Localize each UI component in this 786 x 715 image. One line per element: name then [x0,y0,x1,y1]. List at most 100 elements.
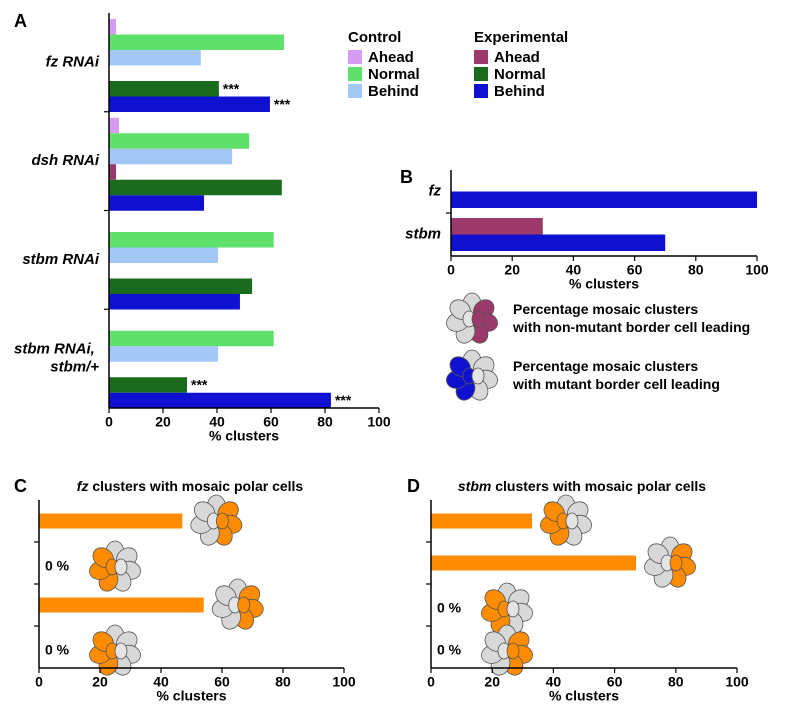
cluster-icon [644,536,696,588]
polar-cell [237,596,251,614]
bar [109,179,282,196]
x-tick-label: 60 [263,414,279,430]
polar-cell [471,367,485,385]
bar [109,164,117,180]
x-tick-label: 0 [427,674,435,690]
x-tick-label: 20 [484,674,500,690]
cluster-icon [481,582,533,634]
x-tick-label: 80 [317,414,333,430]
polar-cell [114,558,128,576]
bar [39,597,204,613]
x-tick-label: 100 [332,674,356,690]
bar [109,50,201,66]
x-tick-label: 40 [546,674,562,690]
bar [431,555,637,571]
chart-title: stbm clusters with mosaic polar cells [458,478,706,494]
polar-cell [669,554,683,572]
x-tick-label: 20 [504,262,520,278]
legend-swatch [474,84,488,98]
category-label: stbm RNAi [22,251,100,268]
polar-cell [565,512,579,530]
bar [109,81,219,97]
bar [451,218,543,235]
x-tick-label: 40 [153,674,169,690]
polar-cell [471,310,485,328]
bar [109,294,240,310]
x-tick-label: 60 [214,674,230,690]
legend-label: Ahead [494,49,540,66]
legend-group: Experimental [474,29,568,46]
bar [109,278,253,294]
x-tick-label: 0 [447,262,455,278]
cluster-icon [89,624,141,676]
x-tick-label: 60 [627,262,643,278]
panel-label: A [14,11,27,31]
bar [109,195,205,211]
bar [109,346,219,362]
chart-title: fz clusters with mosaic polar cells [77,478,304,494]
legend-label: Behind [368,83,419,100]
significance: *** [335,392,352,408]
bar [109,377,188,393]
bar [451,191,757,208]
bar [109,247,219,263]
significance: *** [223,80,240,96]
cluster-icon [190,494,243,546]
legend-label: Percentage mosaic clusters with mutant b… [512,358,720,392]
bar [39,513,183,529]
x-axis-label: % clusters [549,688,619,704]
bar [109,392,331,409]
polar-cell [215,512,229,530]
x-axis-label: % clusters [569,276,639,292]
cluster-icon [540,494,592,546]
legend-swatch [474,50,488,64]
x-tick-label: 20 [92,674,108,690]
value-label: 0 % [437,642,462,658]
bar [109,133,250,149]
legend-swatch [474,67,488,81]
x-tick-label: 80 [275,674,291,690]
value-label: 0 % [437,600,462,616]
bar [109,34,284,50]
legend-label: Normal [368,66,420,83]
polar-cell [506,600,520,618]
bar [109,330,274,347]
polar-cell [506,642,520,660]
panel-label: B [400,167,413,187]
legend-group: Control [348,29,401,46]
value-label: 0 % [45,642,70,658]
bar [109,232,274,248]
x-tick-label: 100 [367,414,391,430]
cluster-icon [211,578,264,630]
significance: *** [191,377,208,393]
legend-swatch [348,67,362,81]
panel-label: D [407,476,420,496]
legend-label: Ahead [368,49,414,66]
legend-swatch [348,84,362,98]
x-tick-label: 40 [209,414,225,430]
legend-label: Percentage mosaic clusters with non-muta… [512,301,750,335]
panel-label: C [14,476,27,496]
x-tick-label: 0 [105,414,113,430]
cluster-icon [481,624,533,676]
bar [109,117,119,134]
x-axis-label: % clusters [156,688,226,704]
x-axis-label: % clusters [209,428,279,444]
cluster-icon [446,292,498,344]
x-tick-label: 80 [668,674,684,690]
bar [431,513,532,529]
category-label: fz [429,182,442,199]
category-label: dsh RNAi [32,152,100,169]
bar [109,19,117,35]
significance: *** [274,96,291,112]
polar-cell [114,642,128,660]
legend-label: Behind [494,83,545,100]
category-label: fz RNAi [46,53,100,70]
x-tick-label: 40 [566,262,582,278]
bar [109,96,270,112]
x-tick-label: 0 [35,674,43,690]
legend-swatch [348,50,362,64]
x-tick-label: 80 [688,262,704,278]
x-tick-label: 60 [607,674,623,690]
